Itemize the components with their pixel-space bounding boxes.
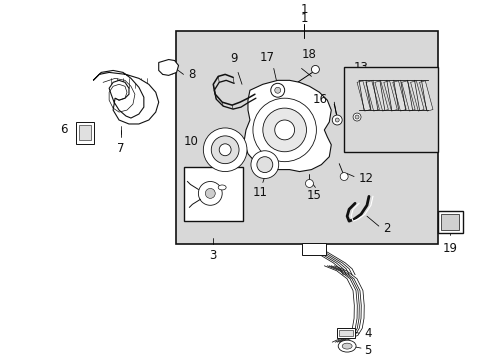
Circle shape: [250, 151, 278, 179]
Circle shape: [270, 83, 284, 97]
Text: 19: 19: [442, 242, 457, 255]
Text: 1: 1: [300, 12, 307, 25]
Text: 17: 17: [259, 51, 274, 64]
Circle shape: [335, 118, 339, 122]
Text: 8: 8: [188, 68, 195, 81]
Text: 1: 1: [300, 3, 307, 16]
Ellipse shape: [342, 343, 351, 349]
Text: 9: 9: [230, 53, 237, 66]
Text: 18: 18: [301, 49, 316, 62]
Circle shape: [274, 87, 280, 93]
Circle shape: [198, 181, 222, 205]
Bar: [419, 81, 432, 111]
Circle shape: [203, 128, 246, 172]
Bar: [339, 330, 352, 336]
Circle shape: [211, 136, 239, 164]
Bar: [437, 211, 462, 233]
Circle shape: [219, 144, 231, 156]
Circle shape: [354, 115, 358, 119]
Text: 2: 2: [382, 222, 389, 235]
Bar: [374, 81, 387, 111]
Bar: [79, 125, 91, 140]
Bar: [383, 81, 396, 111]
Circle shape: [274, 120, 294, 140]
Bar: [76, 122, 94, 144]
Ellipse shape: [338, 340, 355, 352]
Bar: [183, 167, 243, 221]
Text: 10: 10: [183, 135, 198, 148]
Text: 5: 5: [363, 343, 370, 357]
Bar: [356, 81, 370, 111]
Circle shape: [256, 157, 272, 172]
Bar: [365, 81, 379, 111]
Bar: [337, 328, 354, 338]
Polygon shape: [93, 71, 159, 124]
Bar: [301, 243, 325, 255]
Text: 14: 14: [353, 117, 368, 130]
Circle shape: [305, 180, 313, 188]
Polygon shape: [244, 80, 330, 172]
Circle shape: [205, 188, 215, 198]
Bar: [401, 81, 414, 111]
Bar: [410, 81, 423, 111]
Circle shape: [252, 98, 316, 162]
Circle shape: [331, 115, 342, 125]
Text: 16: 16: [312, 93, 326, 106]
Text: 12: 12: [358, 172, 373, 185]
Text: 6: 6: [60, 123, 67, 136]
Text: 11: 11: [252, 186, 267, 199]
Circle shape: [340, 172, 347, 180]
Bar: [392, 81, 406, 111]
Bar: [175, 31, 437, 244]
Text: 4: 4: [363, 327, 371, 340]
Ellipse shape: [218, 185, 225, 190]
Text: 3: 3: [209, 249, 217, 262]
Polygon shape: [159, 59, 178, 75]
Circle shape: [263, 108, 306, 152]
Text: 15: 15: [306, 189, 321, 202]
Text: 13: 13: [353, 61, 368, 74]
Circle shape: [352, 113, 360, 121]
Bar: [344, 67, 437, 152]
Text: 7: 7: [117, 142, 124, 155]
Circle shape: [311, 66, 319, 73]
Bar: [441, 214, 458, 230]
